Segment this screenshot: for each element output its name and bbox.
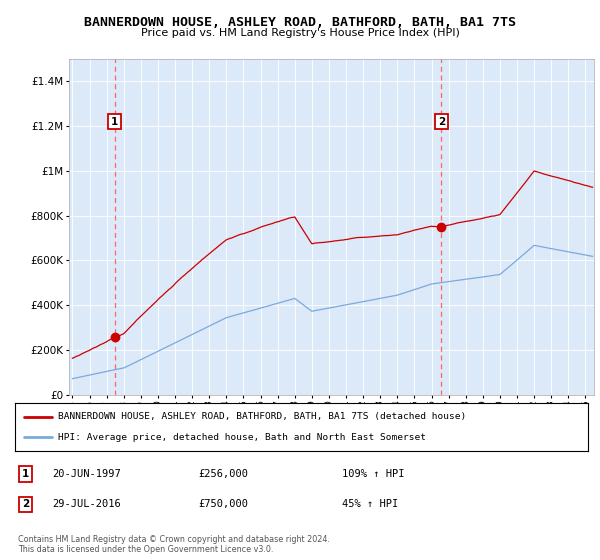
- Text: £256,000: £256,000: [199, 469, 248, 479]
- Text: 2: 2: [22, 500, 29, 510]
- Text: 45% ↑ HPI: 45% ↑ HPI: [341, 500, 398, 510]
- Text: £750,000: £750,000: [199, 500, 248, 510]
- Text: 109% ↑ HPI: 109% ↑ HPI: [341, 469, 404, 479]
- Text: BANNERDOWN HOUSE, ASHLEY ROAD, BATHFORD, BATH, BA1 7TS: BANNERDOWN HOUSE, ASHLEY ROAD, BATHFORD,…: [84, 16, 516, 29]
- Text: 2: 2: [438, 116, 445, 127]
- Text: Contains HM Land Registry data © Crown copyright and database right 2024.
This d: Contains HM Land Registry data © Crown c…: [18, 535, 330, 554]
- Text: 20-JUN-1997: 20-JUN-1997: [52, 469, 121, 479]
- Text: HPI: Average price, detached house, Bath and North East Somerset: HPI: Average price, detached house, Bath…: [58, 433, 426, 442]
- Text: BANNERDOWN HOUSE, ASHLEY ROAD, BATHFORD, BATH, BA1 7TS (detached house): BANNERDOWN HOUSE, ASHLEY ROAD, BATHFORD,…: [58, 412, 466, 421]
- Text: 1: 1: [22, 469, 29, 479]
- Text: Price paid vs. HM Land Registry's House Price Index (HPI): Price paid vs. HM Land Registry's House …: [140, 28, 460, 38]
- Text: 29-JUL-2016: 29-JUL-2016: [52, 500, 121, 510]
- Text: 1: 1: [111, 116, 118, 127]
